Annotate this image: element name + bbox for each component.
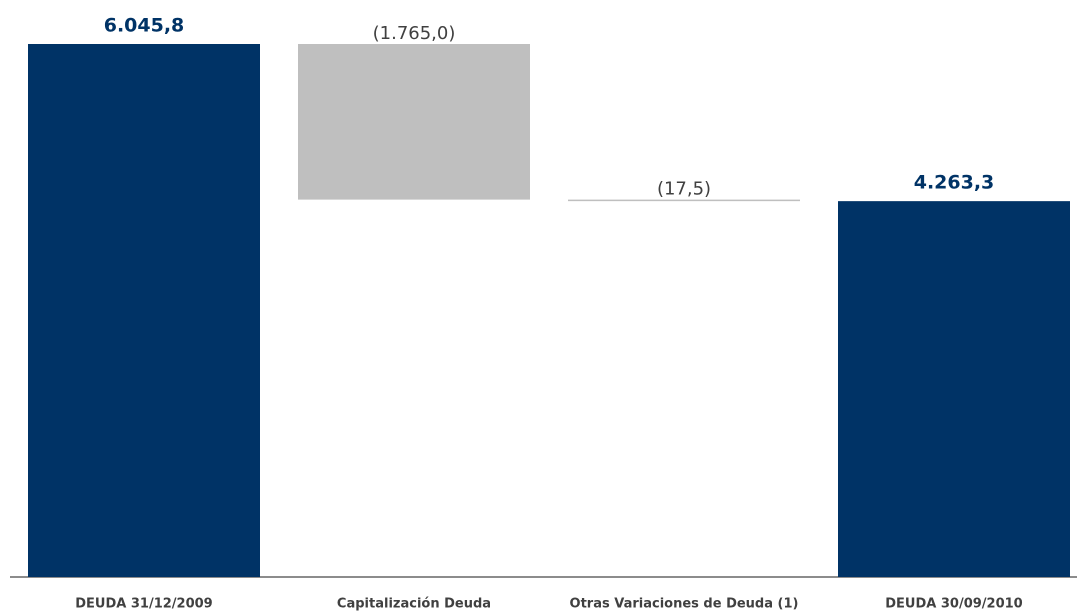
value-label: 4.263,3 — [914, 172, 995, 194]
category-label: Capitalización Deuda — [337, 597, 491, 612]
bar — [28, 44, 260, 577]
value-label: (17,5) — [657, 179, 711, 200]
value-label: (1.765,0) — [373, 23, 456, 44]
category-label: DEUDA 31/12/2009 — [75, 597, 212, 612]
bar — [838, 201, 1070, 577]
bar — [568, 199, 800, 202]
category-label: DEUDA 30/09/2010 — [885, 597, 1022, 612]
category-label: Otras Variaciones de Deuda (1) — [570, 597, 799, 612]
bar — [298, 44, 530, 200]
value-label: 6.045,8 — [104, 15, 185, 37]
